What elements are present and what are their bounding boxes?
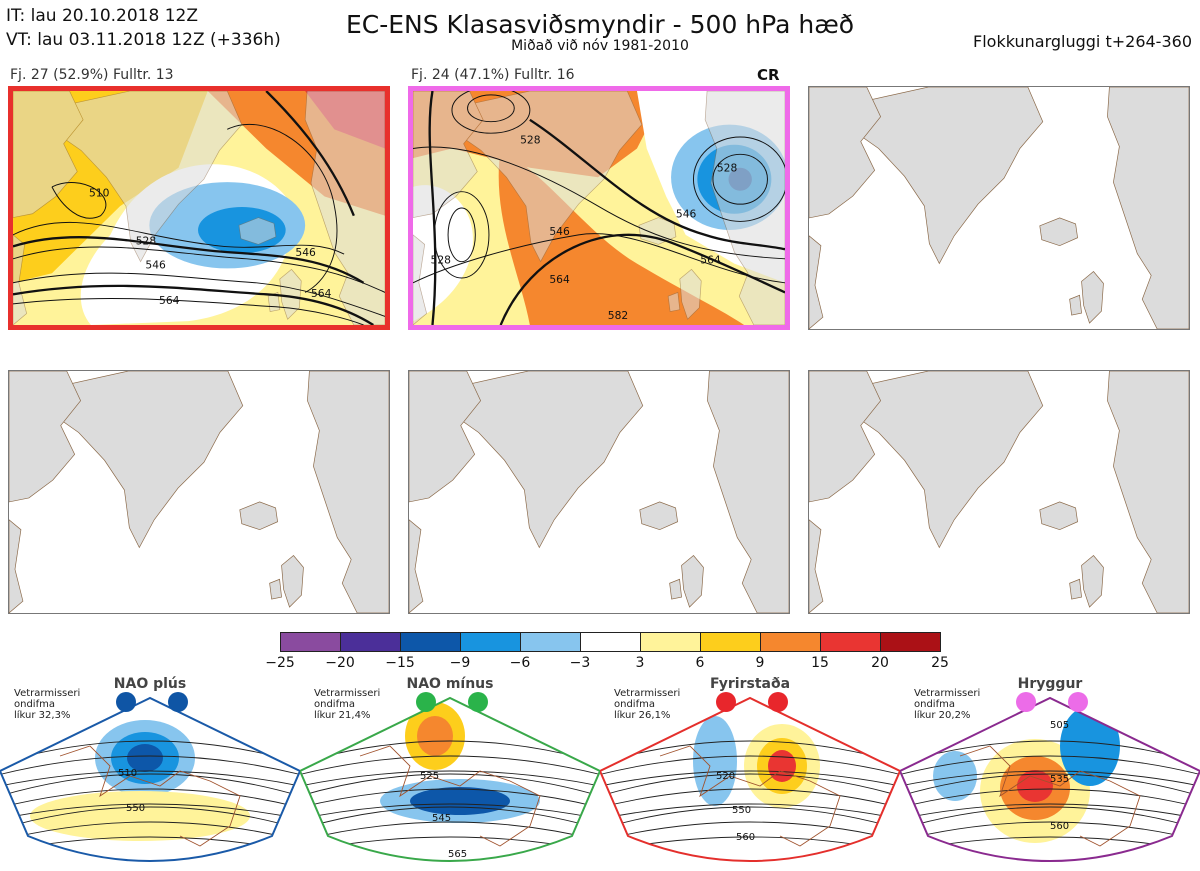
empty-map-panel xyxy=(808,86,1190,330)
empty-map-panel xyxy=(408,370,790,614)
cr-marker: CR xyxy=(757,66,780,84)
regime-dot xyxy=(1016,692,1036,712)
colorbar-cell xyxy=(880,632,941,652)
cluster-2-map: 528 528 546 546 564 564 582 528 xyxy=(408,86,790,330)
cluster-1-map: 510 528 546 546 564 564 xyxy=(8,86,390,330)
contour-label-1: 528 xyxy=(520,134,541,147)
colorbar-tick-label: −3 xyxy=(569,655,591,671)
regime-contour-label: 550 xyxy=(126,803,145,814)
regime-note-line: líkur 20,2% xyxy=(914,710,971,721)
regime-name: Fyrirstaða xyxy=(709,676,791,692)
regime-dot xyxy=(168,692,188,712)
colorbar-cell xyxy=(340,632,401,652)
regime-note-line: Vetrarmisseri xyxy=(914,688,981,699)
regime-panel: 505 535 560 Hryggur Vetrarmisseri ondifma líku… xyxy=(900,676,1200,871)
colorbar-cell xyxy=(280,632,341,652)
colorbar-tick-label: 3 xyxy=(635,655,645,671)
contour-label-5: 564 xyxy=(549,273,570,286)
regime-dot xyxy=(116,692,136,712)
initial-time: IT: lau 20.10.2018 12Z xyxy=(6,6,198,26)
regime-contour-label: 520 xyxy=(716,771,735,782)
regime-contour-label: 565 xyxy=(448,849,467,860)
regime-name: NAO mínus xyxy=(406,676,494,692)
colorbar-tick-label: 20 xyxy=(871,655,889,671)
colorbar-cell xyxy=(700,632,761,652)
regime-note-line: Vetrarmisseri xyxy=(314,688,381,699)
regime-note-line: ondifma xyxy=(314,699,355,710)
regime-note: Vetrarmisseri ondifma líkur 20,2% xyxy=(914,688,980,721)
regime-note-line: Vetrarmisseri xyxy=(14,688,81,699)
colorbar-tick-label: 9 xyxy=(755,655,765,671)
regime-dot xyxy=(768,692,788,712)
colorbar-tick-label: −9 xyxy=(449,655,471,671)
colorbar-tick-label: −15 xyxy=(385,655,415,671)
contour-label-6: 564 xyxy=(311,287,332,300)
page-title: EC-ENS Klasasviðsmyndir - 500 hPa hæð xyxy=(345,10,855,39)
cluster-2-label: Fj. 24 (47.1%) Fulltr. 16 xyxy=(411,67,575,83)
regime-contour-label: 505 xyxy=(1050,720,1069,731)
regime-panel: 525 545 565 NAO mínus Vetrarmisseri ondifma lí… xyxy=(300,676,600,871)
regime-contour-label: 550 xyxy=(732,805,751,816)
regime-note-line: líkur 26,1% xyxy=(614,710,671,721)
regime-name: Hryggur xyxy=(1017,676,1083,692)
colorbar-tick-label: 15 xyxy=(811,655,829,671)
colorbar-tick-label: 25 xyxy=(931,655,949,671)
regime-contour-label: 535 xyxy=(1050,774,1069,785)
contour-label-7: 582 xyxy=(608,309,628,322)
empty-map-panel xyxy=(8,370,390,614)
regime-dot xyxy=(416,692,436,712)
regime-contour-label: 525 xyxy=(420,771,439,782)
colorbar-cell xyxy=(760,632,821,652)
regime-note-line: líkur 21,4% xyxy=(314,710,371,721)
contour-label-1: 510 xyxy=(89,187,110,200)
contour-label-4: 546 xyxy=(295,246,316,259)
contour-label-3: 546 xyxy=(145,258,166,271)
regime-note-line: Vetrarmisseri xyxy=(614,688,681,699)
regime-panel: 510 550 NAO plús Vetrarmisseri ondifma líkur … xyxy=(0,676,300,871)
regime-note: Vetrarmisseri ondifma líkur 32,3% xyxy=(14,688,80,721)
regime-dot xyxy=(468,692,488,712)
colorbar-cell xyxy=(820,632,881,652)
regime-contour-label: 510 xyxy=(118,768,137,779)
regime-note-line: ondifma xyxy=(914,699,955,710)
colorbar-cell xyxy=(520,632,581,652)
regime-dot xyxy=(1068,692,1088,712)
colorbar-cell xyxy=(580,632,641,652)
regime-contour-label: 560 xyxy=(736,832,755,843)
colorbar-cell xyxy=(640,632,701,652)
colorbar-tick-label: −25 xyxy=(265,655,295,671)
contour-label-4: 546 xyxy=(676,208,697,221)
contour-label-2: 528 xyxy=(431,254,452,267)
colorbar-cell xyxy=(460,632,521,652)
regime-note-line: ondifma xyxy=(614,699,655,710)
contour-label-5: 564 xyxy=(159,294,180,307)
regime-dot xyxy=(716,692,736,712)
contour-label-2: 528 xyxy=(136,235,157,248)
regime-note-line: ondifma xyxy=(14,699,55,710)
cluster-1-label: Fj. 27 (52.9%) Fulltr. 13 xyxy=(10,67,174,83)
regime-note: Vetrarmisseri ondifma líkur 26,1% xyxy=(614,688,680,721)
regime-contour-label: 545 xyxy=(432,813,451,824)
empty-map-panel xyxy=(808,370,1190,614)
regime-note-line: líkur 32,3% xyxy=(14,710,71,721)
colorbar-tick-label: −6 xyxy=(509,655,531,671)
colorbar-tick-label: −20 xyxy=(325,655,355,671)
regime-contour-label: 560 xyxy=(1050,821,1069,832)
contour-label-3: 546 xyxy=(549,225,570,238)
contour-label-8: 528 xyxy=(717,162,738,175)
colorbar-cell xyxy=(400,632,461,652)
colorbar-tick-label: 6 xyxy=(695,655,705,671)
regime-note: Vetrarmisseri ondifma líkur 21,4% xyxy=(314,688,380,721)
regime-panel: 520 550 560 Fyrirstaða Vetrarmisseri ondifma l… xyxy=(600,676,900,871)
page-subtitle: Miðað við nóv 1981-2010 xyxy=(511,38,689,54)
classification-window: Flokkunargluggi t+264-360 xyxy=(973,32,1192,51)
regime-name: NAO plús xyxy=(113,676,187,692)
contour-label-6: 564 xyxy=(700,254,721,267)
valid-time: VT: lau 03.11.2018 12Z (+336h) xyxy=(6,30,281,50)
